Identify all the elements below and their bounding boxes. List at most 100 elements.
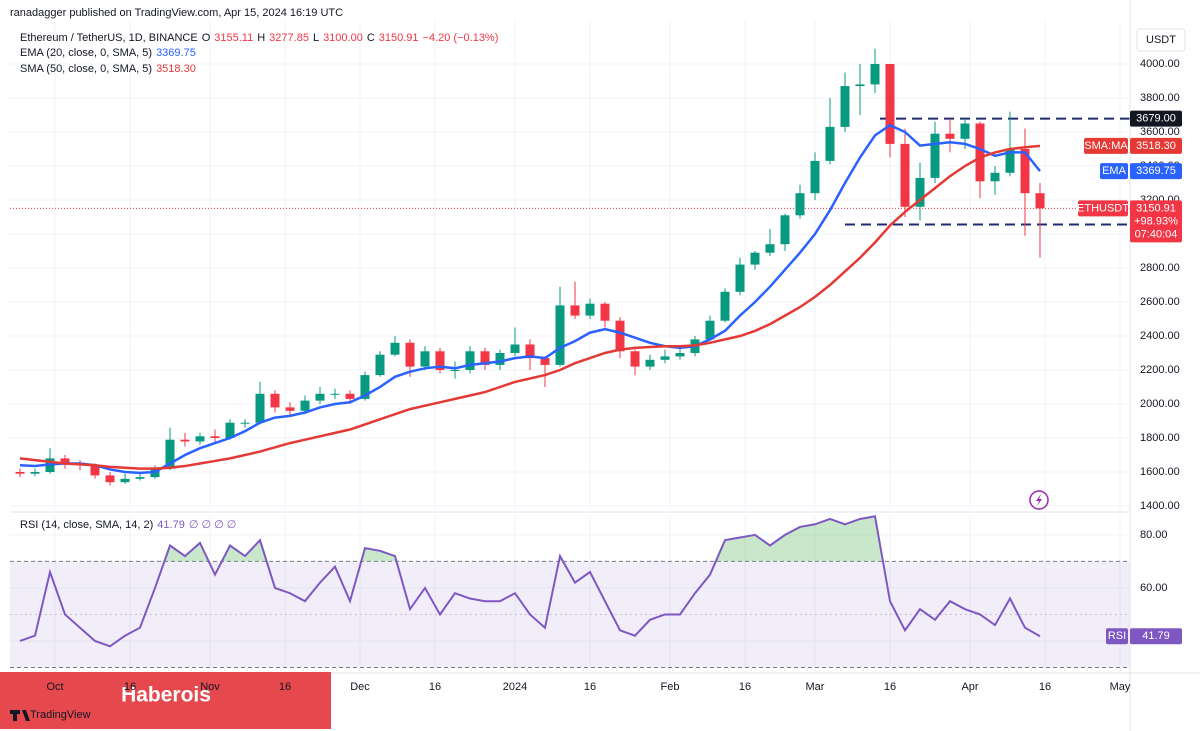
change: −4.20 (−0.13%)	[423, 32, 499, 44]
candle-body	[375, 354, 385, 376]
y-tick-label: 80.00	[1140, 529, 1168, 541]
candle-body	[1005, 149, 1015, 173]
x-tick-label: May	[1110, 681, 1131, 693]
tag-value: 3369.75	[1136, 165, 1176, 177]
price-tag	[1130, 200, 1182, 243]
candle-body	[750, 252, 760, 265]
candle-body	[585, 303, 595, 316]
candle-body	[495, 353, 505, 365]
y-tick-label: 2400.00	[1140, 330, 1180, 342]
ohlc-key: H	[257, 32, 265, 44]
indicator-extra: ∅ ∅ ∅ ∅	[189, 519, 237, 531]
y-tick-label: 3600.00	[1140, 126, 1180, 138]
candle-body	[900, 143, 910, 207]
x-tick-label: 16	[279, 681, 291, 693]
candle-body	[705, 320, 715, 340]
ohlc-value: 3155.11	[214, 32, 253, 44]
axis: Oct 16 Nov 16 Dec 16 2024 16 Feb 16 Mar 16 Apr 16 May 1…	[46, 58, 1182, 693]
ohlc-value: 3150.91	[379, 32, 419, 44]
candle-body	[945, 133, 955, 139]
y-tick-label: 2000.00	[1140, 398, 1180, 410]
indicator-name: EMA (20, close, 0, SMA, 5)	[20, 47, 152, 59]
x-tick-label: Apr	[961, 681, 978, 693]
candle-body	[975, 123, 985, 182]
candle-body	[210, 436, 220, 438]
rsi-overbought-fill	[20, 516, 1040, 562]
candle-body	[225, 422, 235, 438]
candle-body	[255, 393, 265, 423]
brand-logo	[10, 710, 30, 721]
x-tick-label: Feb	[661, 681, 680, 693]
tag-name: EMA	[1102, 165, 1127, 177]
price-tag-value: 3150.91	[1136, 202, 1176, 214]
tag-value-box	[1130, 163, 1182, 180]
candle-body	[135, 477, 145, 479]
ohlc-key: C	[367, 32, 375, 44]
indicator-value: 3518.30	[156, 63, 196, 75]
tag-value-box	[1130, 137, 1182, 154]
indicator-name: RSI (14, close, SMA, 14, 2)	[20, 519, 153, 531]
candle-body	[615, 320, 625, 352]
ma-line	[19, 123, 1041, 475]
brand: TradingView	[30, 709, 91, 721]
candle-body	[390, 342, 400, 355]
grid	[10, 20, 1130, 672]
rsi-pane	[10, 515, 1130, 668]
candle-body	[195, 436, 205, 442]
x-tick-label: Nov	[200, 681, 220, 693]
x-tick-label: Mar	[806, 681, 825, 693]
watermark: Haberois	[121, 684, 211, 707]
indicator-value: 41.79	[157, 519, 185, 531]
rsi-tag-value-box	[1130, 628, 1182, 645]
candle-body	[435, 351, 445, 370]
y-tick-label: 3800.00	[1140, 92, 1180, 104]
candle-body	[180, 439, 190, 442]
candle-body	[300, 400, 310, 411]
x-tick-label: 16	[884, 681, 896, 693]
x-tick-label: 16	[1039, 681, 1051, 693]
candle-body	[1020, 149, 1030, 194]
candle-body	[825, 126, 835, 161]
y-tick-label: 2200.00	[1140, 364, 1180, 376]
price-tag-change: +98.93%	[1134, 215, 1178, 227]
candle-body	[30, 472, 40, 474]
currency: USDT	[1146, 34, 1176, 46]
candle-body	[240, 422, 250, 424]
x-tick-label: 16	[124, 681, 136, 693]
candle-body	[915, 177, 925, 207]
candle-body	[555, 305, 565, 365]
candle-body	[1035, 193, 1045, 209]
x-tick-label: 16	[584, 681, 596, 693]
candle-body	[720, 291, 730, 321]
y-tick-label: 60.00	[1140, 582, 1168, 594]
legend-row: RSI (14, close, SMA, 14, 2) 41.79 ∅ ∅ ∅ ∅	[20, 519, 236, 531]
candle-body	[345, 393, 355, 399]
candle-body	[465, 351, 475, 370]
candle-body	[600, 303, 610, 321]
candle-body	[120, 478, 130, 483]
watermark-box	[0, 672, 331, 729]
candle-body	[675, 353, 685, 357]
rsi-tag-name-box	[1106, 628, 1128, 645]
ohlc-key: L	[313, 32, 319, 44]
candle-body	[90, 465, 100, 476]
tag-name-box	[1100, 163, 1128, 180]
candle-body	[795, 193, 805, 216]
currency-box	[1136, 28, 1186, 52]
x-tick-label: Dec	[350, 681, 370, 693]
y-tick-label: 1800.00	[1140, 432, 1180, 444]
price-pane	[10, 48, 1130, 486]
symbol-tag: ETHUSDT	[1077, 202, 1129, 214]
candle-body	[660, 356, 670, 360]
candle-body	[645, 359, 655, 367]
rsi-line	[19, 515, 1041, 648]
candle-body	[885, 64, 895, 144]
candle-body	[960, 123, 970, 139]
candle-body	[405, 342, 415, 367]
y-tick-label: 1600.00	[1140, 466, 1180, 478]
y-tick-label: 2800.00	[1140, 262, 1180, 274]
candle-body	[360, 375, 370, 399]
candle-body	[525, 344, 535, 359]
candle-body	[510, 344, 520, 353]
